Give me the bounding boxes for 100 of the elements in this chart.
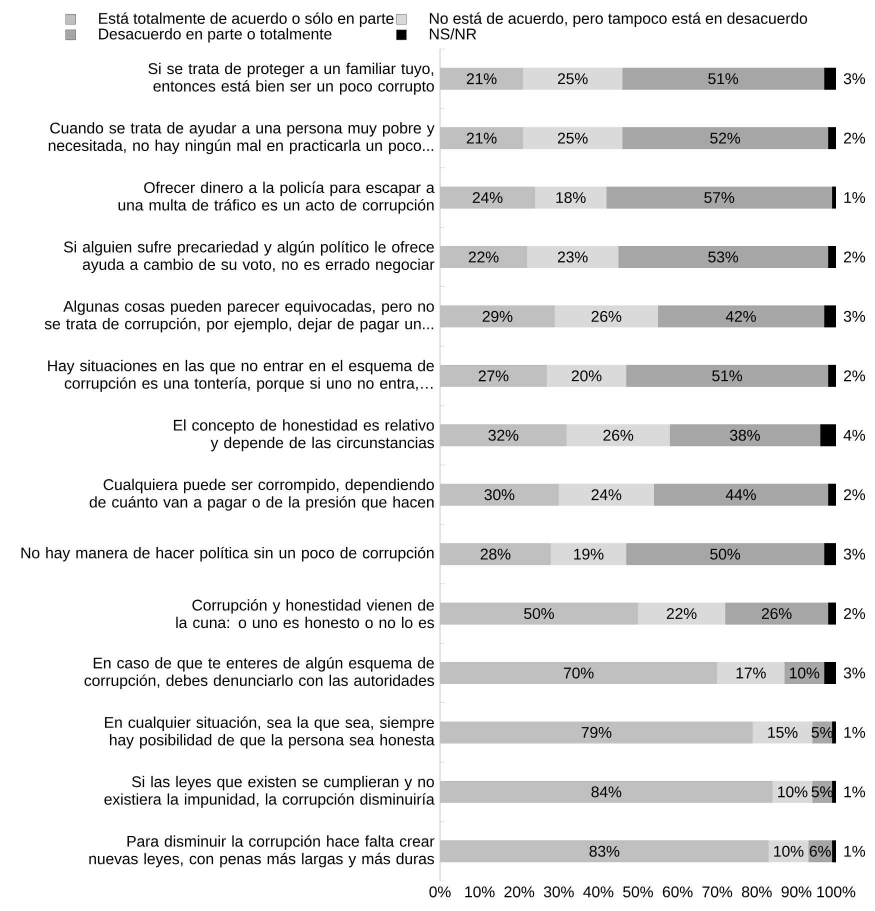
bar xyxy=(440,68,524,90)
data-label: 2% xyxy=(844,608,866,620)
bar xyxy=(440,840,769,862)
x-tick-label: 70% xyxy=(702,886,732,898)
data-label: 25% xyxy=(558,132,588,144)
bar xyxy=(527,246,618,268)
data-label: 1% xyxy=(844,727,866,738)
data-label: 22% xyxy=(468,252,499,262)
bar xyxy=(626,364,828,387)
y-tick-label: Corrupción y honestidad vienen de la cuna: o uno es honesto o no lo es xyxy=(176,599,434,628)
bar xyxy=(606,186,832,209)
data-label: 32% xyxy=(488,430,518,441)
data-label: 50% xyxy=(710,548,740,560)
bar xyxy=(546,364,626,387)
x-tick-label: 40% xyxy=(583,886,614,898)
x-tick-label: 10% xyxy=(465,886,495,898)
bar xyxy=(440,424,567,446)
bar xyxy=(824,68,836,90)
bar xyxy=(824,305,836,328)
bar xyxy=(828,602,836,625)
data-label: 44% xyxy=(726,489,756,500)
bar xyxy=(752,721,812,744)
bar xyxy=(440,484,559,506)
data-label: 51% xyxy=(708,73,738,84)
bar xyxy=(535,186,606,209)
bar xyxy=(828,484,836,506)
y-tick-label: Si las leyes que existen se cumplieran y no existiera la impunidad, la corrupción disminuiría xyxy=(104,776,435,808)
y-tick-label: En cualquier situación, sea la que sea, siempre hay posibilidad de que la persona sea honesta xyxy=(105,716,435,749)
y-tick-label: Para disminuir la corrupción hace falta crear nuevas leyes, con penas más largas y más duras xyxy=(89,835,434,868)
y-tick-label: Cuando se trata de ayudar a una persona muy pobre y necesitada, no hay ningún mal en practicarla un poco... xyxy=(48,122,435,154)
bar xyxy=(638,602,726,625)
data-label: 79% xyxy=(582,726,612,738)
data-label: 53% xyxy=(708,252,738,262)
bar xyxy=(566,424,670,446)
data-label: 28% xyxy=(480,548,510,560)
data-label: 83% xyxy=(590,846,620,857)
data-label: 4% xyxy=(844,430,866,441)
bar xyxy=(440,246,528,268)
bar xyxy=(626,543,824,566)
bar xyxy=(725,602,828,625)
data-label: 2% xyxy=(844,370,866,382)
legend-label: No está de acuerdo, pero tampoco está en desacuerdo xyxy=(430,12,808,27)
data-label: 26% xyxy=(603,430,634,441)
x-tick-label: 100% xyxy=(817,886,856,898)
bar xyxy=(440,602,638,625)
data-label: 57% xyxy=(704,192,734,204)
data-label: 25% xyxy=(558,73,588,84)
y-tick-label: Ofrecer dinero a la policía para escapar a una multa de tráfico es un acto de corrupción xyxy=(118,182,435,214)
data-label: 26% xyxy=(762,608,792,620)
bar xyxy=(523,127,622,150)
data-label: 15% xyxy=(768,726,798,738)
bar xyxy=(828,127,836,150)
data-label: 3% xyxy=(844,73,866,84)
data-label: 2% xyxy=(844,489,866,500)
bar xyxy=(824,543,836,566)
x-tick-label: 50% xyxy=(623,886,653,898)
data-label: 42% xyxy=(726,310,756,322)
bar xyxy=(820,424,836,446)
data-label: 51% xyxy=(712,370,742,382)
data-label: 17% xyxy=(736,668,766,678)
x-tick-label: 0% xyxy=(429,886,451,898)
x-tick-label: 80% xyxy=(742,886,772,898)
data-label: 18% xyxy=(556,192,586,204)
y-tick-label: Algunas cosas pueden parecer equivocadas, pero no se trata de corrupción, por ejemplo, dejar de pagar un... xyxy=(44,300,434,332)
data-label: 20% xyxy=(572,370,602,382)
data-label: 2% xyxy=(844,252,866,262)
data-label: 21% xyxy=(466,132,497,144)
data-label: 2% xyxy=(844,132,866,144)
bar xyxy=(440,186,536,209)
legend-label: Desacuerdo en parte o totalmente xyxy=(99,28,332,43)
bar xyxy=(832,186,836,209)
data-label: 30% xyxy=(484,489,514,500)
data-label: 52% xyxy=(710,132,740,144)
data-label: 1% xyxy=(844,192,866,203)
data-label: 84% xyxy=(591,786,622,798)
data-label: 10% xyxy=(778,786,808,798)
data-label: 26% xyxy=(592,310,622,322)
data-label: 3% xyxy=(844,310,866,322)
bar xyxy=(622,68,824,90)
data-label: 3% xyxy=(844,548,866,560)
data-label: 27% xyxy=(478,370,508,382)
data-label: 23% xyxy=(558,252,588,262)
bar xyxy=(658,305,824,328)
data-label: 29% xyxy=(482,310,512,322)
y-tick-label: Cualquiera puede ser corrompido, dependiendo de cuánto van a pagar o de la presión que hacen xyxy=(90,478,434,511)
y-tick-label: El concepto de honestidad es relativo y depende de las circunstancias xyxy=(174,419,434,452)
bar xyxy=(440,127,524,150)
bar xyxy=(440,662,718,684)
data-label: 70% xyxy=(564,668,594,678)
bar xyxy=(824,662,836,684)
data-label: 3% xyxy=(844,668,866,678)
bar xyxy=(523,68,622,90)
y-tick-label: Si se trata de proteger a un familiar tuyo, entonces está bien ser un poco corrupto xyxy=(148,62,434,95)
data-label: 10% xyxy=(790,668,820,678)
bar xyxy=(832,721,836,744)
y-tick-label: No hay manera de hacer política sin un poco de corrupción xyxy=(21,546,434,562)
data-label: 1% xyxy=(844,786,866,798)
legend-label: Está totalmente de acuerdo o sólo en parte xyxy=(99,12,394,27)
data-label: 1% xyxy=(844,846,866,857)
x-tick-label: 30% xyxy=(544,886,574,898)
